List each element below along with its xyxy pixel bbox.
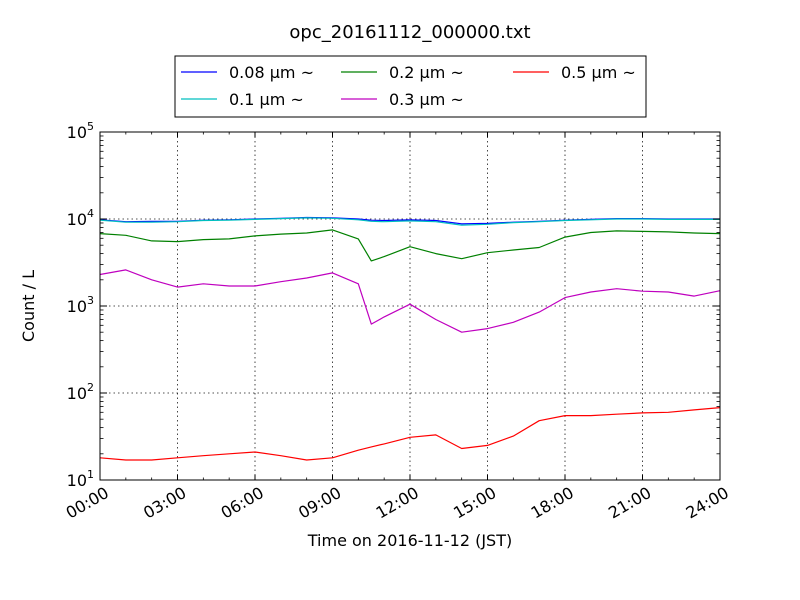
legend-box <box>174 55 647 118</box>
series-line-4 <box>99 407 721 461</box>
legend-label-2: 0.2 μm ~ <box>389 63 464 82</box>
series-line-2 <box>99 229 721 262</box>
plot-area <box>100 132 720 480</box>
tick-marks <box>99 131 721 481</box>
y-tick-label: 101 <box>67 468 94 490</box>
legend-label-3: 0.3 μm ~ <box>389 90 464 109</box>
legend: 0.08 μm ~ 0.1 μm ~ 0.2 μm ~ 0.3 μm ~ 0.5 μm … <box>174 55 647 118</box>
series-layer <box>99 216 721 461</box>
y-tick-labels: 101 102 103 104 105 <box>67 120 94 490</box>
y-tick-label: 105 <box>67 120 94 142</box>
y-tick-label: 102 <box>67 381 94 403</box>
series-line-1 <box>99 217 720 226</box>
y-tick-label: 103 <box>67 294 94 316</box>
series-line-3 <box>99 269 721 333</box>
legend-label-1: 0.1 μm ~ <box>229 90 304 109</box>
chart-title: opc_20161112_000000.txt <box>289 22 530 43</box>
y-axis-label: Count / L <box>19 270 38 342</box>
legend-label-4: 0.5 μm ~ <box>561 63 636 82</box>
y-tick-label: 104 <box>67 207 94 229</box>
legend-label-0: 0.08 μm ~ <box>229 63 314 82</box>
x-axis-label: Time on 2016-11-12 (JST) <box>307 531 512 550</box>
legend-entries: 0.08 μm ~ 0.1 μm ~ 0.2 μm ~ 0.3 μm ~ 0.5 μm … <box>181 63 636 109</box>
